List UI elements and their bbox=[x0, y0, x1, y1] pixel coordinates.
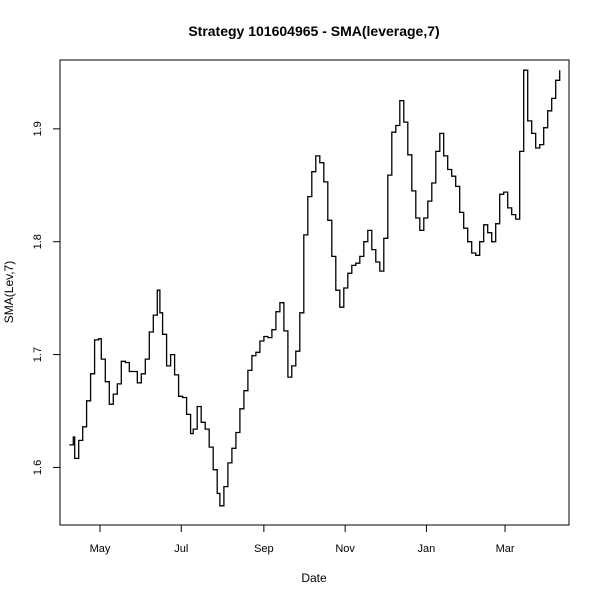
y-tick-label: 1.6 bbox=[32, 460, 44, 475]
x-tick-label: Jan bbox=[418, 543, 436, 555]
y-tick-label: 1.8 bbox=[32, 234, 44, 249]
x-axis: May Jul Sep Nov Jan Mar bbox=[90, 525, 515, 555]
x-tick-label: Mar bbox=[496, 543, 515, 555]
x-tick-label: Nov bbox=[335, 543, 355, 555]
x-tick-label: May bbox=[90, 543, 111, 555]
plot-frame bbox=[59, 59, 570, 526]
y-axis: 1.6 1.7 1.8 1.9 bbox=[32, 121, 60, 475]
x-tick-label: Jul bbox=[174, 543, 188, 555]
x-axis-label: Date bbox=[301, 571, 327, 585]
x-tick-label: Sep bbox=[254, 543, 274, 555]
chart-title: Strategy 101604965 - SMA(leverage,7) bbox=[188, 23, 439, 39]
series-line-sma-leverage bbox=[69, 69, 561, 507]
y-axis-label: SMA(Lev,7) bbox=[2, 261, 16, 323]
y-tick-label: 1.7 bbox=[32, 347, 44, 362]
y-tick-label: 1.9 bbox=[32, 121, 44, 136]
